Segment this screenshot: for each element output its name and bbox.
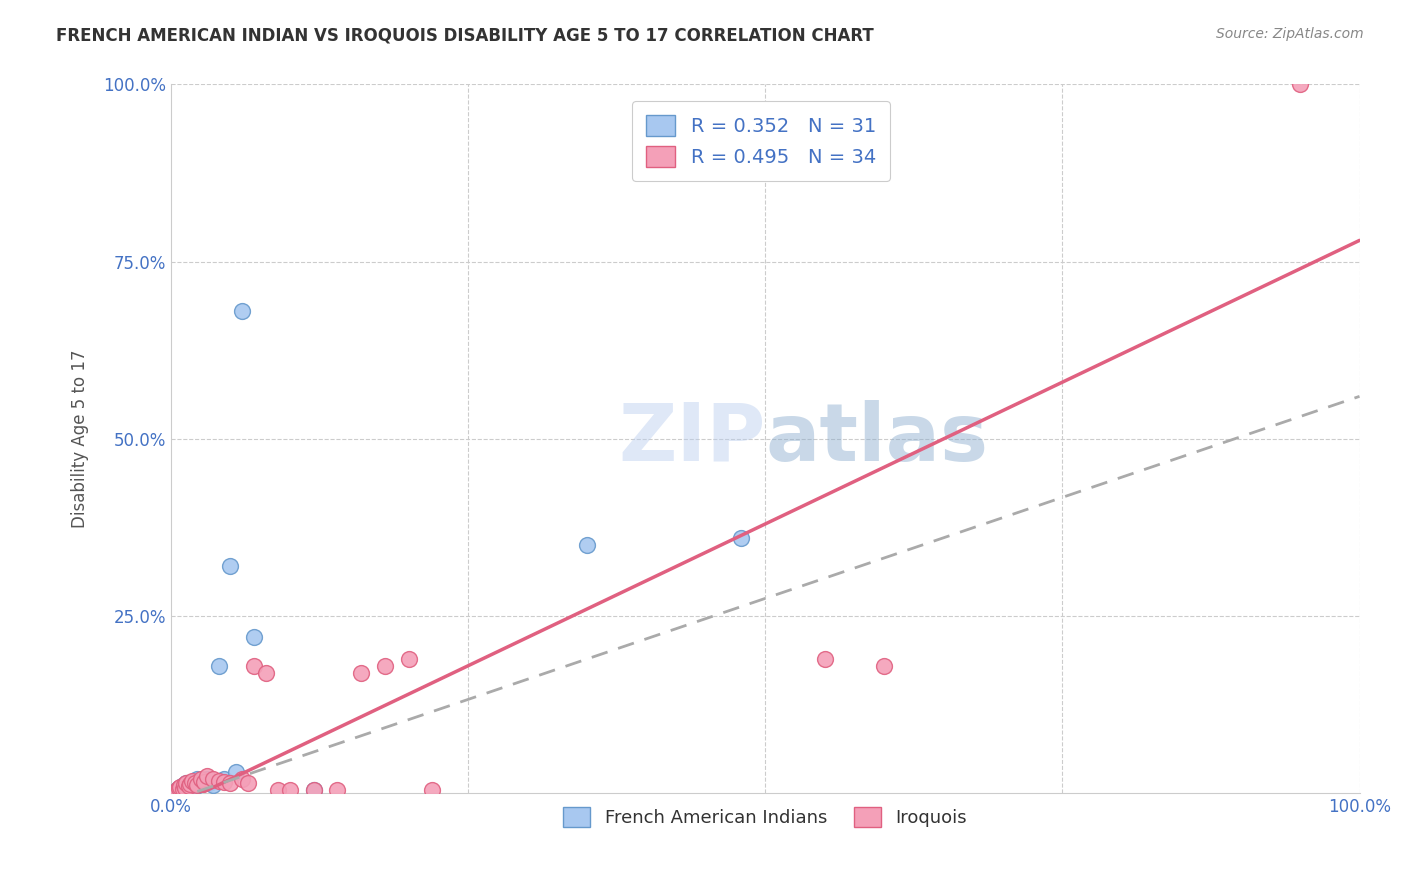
- Point: [225, 765, 247, 780]
- Point: [191, 775, 214, 789]
- Text: Source: ZipAtlas.com: Source: ZipAtlas.com: [1216, 27, 1364, 41]
- Point: [176, 775, 198, 789]
- Point: [173, 778, 195, 792]
- Point: [183, 779, 205, 793]
- Point: [172, 781, 194, 796]
- Y-axis label: Disability Age 5 to 17: Disability Age 5 to 17: [72, 350, 89, 528]
- Point: [374, 658, 396, 673]
- Point: [184, 779, 207, 793]
- Point: [238, 775, 260, 789]
- Point: [398, 651, 420, 665]
- Point: [195, 769, 218, 783]
- Point: [186, 772, 208, 787]
- Point: [190, 772, 212, 787]
- Point: [201, 778, 224, 792]
- Point: [326, 782, 349, 797]
- Point: [177, 779, 200, 793]
- Point: [231, 304, 253, 318]
- Point: [201, 772, 224, 787]
- Point: [350, 665, 373, 680]
- Point: [214, 772, 236, 787]
- Point: [278, 782, 301, 797]
- Point: [302, 782, 325, 797]
- Point: [169, 780, 191, 795]
- Point: [198, 775, 221, 789]
- Point: [873, 658, 896, 673]
- Point: [179, 777, 201, 791]
- Point: [302, 782, 325, 797]
- Point: [214, 775, 236, 789]
- Point: [176, 775, 198, 789]
- Point: [207, 658, 229, 673]
- Text: ZIP: ZIP: [619, 400, 765, 478]
- Point: [243, 658, 266, 673]
- Point: [174, 780, 197, 795]
- Point: [181, 776, 204, 790]
- Point: [169, 782, 191, 797]
- Point: [169, 780, 191, 794]
- Point: [1289, 78, 1312, 92]
- Point: [207, 773, 229, 788]
- Point: [177, 777, 200, 791]
- Point: [814, 651, 837, 665]
- Point: [730, 531, 752, 545]
- Text: atlas: atlas: [765, 400, 988, 478]
- Point: [184, 773, 207, 788]
- Point: [186, 778, 208, 792]
- Point: [166, 782, 188, 797]
- Point: [422, 782, 444, 797]
- Point: [170, 779, 193, 793]
- Point: [181, 773, 204, 788]
- Point: [243, 631, 266, 645]
- Point: [169, 781, 191, 796]
- Point: [219, 775, 242, 789]
- Legend: French American Indians, Iroquois: French American Indians, Iroquois: [555, 799, 974, 834]
- Point: [174, 780, 197, 794]
- Point: [193, 775, 215, 789]
- Point: [173, 778, 195, 792]
- Point: [254, 665, 277, 680]
- Point: [231, 772, 253, 787]
- Point: [177, 782, 200, 797]
- Point: [219, 559, 242, 574]
- Point: [190, 775, 212, 789]
- Point: [267, 782, 290, 797]
- Point: [195, 772, 218, 787]
- Point: [176, 779, 198, 793]
- Point: [575, 538, 598, 552]
- Point: [179, 780, 201, 795]
- Text: FRENCH AMERICAN INDIAN VS IROQUOIS DISABILITY AGE 5 TO 17 CORRELATION CHART: FRENCH AMERICAN INDIAN VS IROQUOIS DISAB…: [56, 27, 875, 45]
- Point: [184, 775, 207, 789]
- Point: [166, 782, 188, 797]
- Point: [172, 782, 194, 797]
